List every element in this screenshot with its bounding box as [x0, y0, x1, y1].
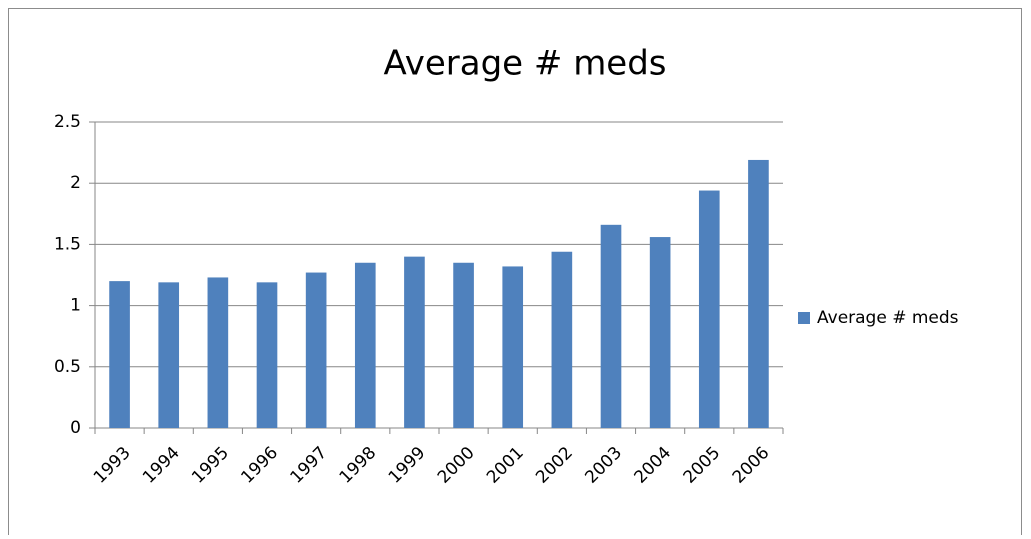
y-tick-label: 0.5	[54, 357, 81, 377]
bar	[256, 282, 278, 428]
bar	[551, 251, 573, 428]
y-tick-label: 2	[70, 173, 81, 193]
bar	[207, 277, 229, 428]
bar	[600, 224, 622, 428]
bar	[158, 282, 180, 428]
legend-swatch	[798, 312, 810, 324]
bar	[354, 262, 376, 428]
bar	[305, 272, 327, 428]
bar	[649, 237, 671, 428]
bar	[453, 262, 474, 428]
bar	[698, 190, 720, 428]
bar	[502, 266, 524, 428]
bar	[404, 256, 425, 428]
bar	[748, 159, 769, 428]
legend-label: Average # meds	[817, 308, 959, 328]
y-tick-label: 2.5	[54, 112, 81, 132]
y-tick-label: 1.5	[54, 234, 81, 254]
y-tick-label: 0	[70, 418, 81, 438]
y-tick-label: 1	[70, 296, 81, 316]
chart-title: Average # meds	[383, 44, 666, 84]
bar	[109, 281, 130, 428]
